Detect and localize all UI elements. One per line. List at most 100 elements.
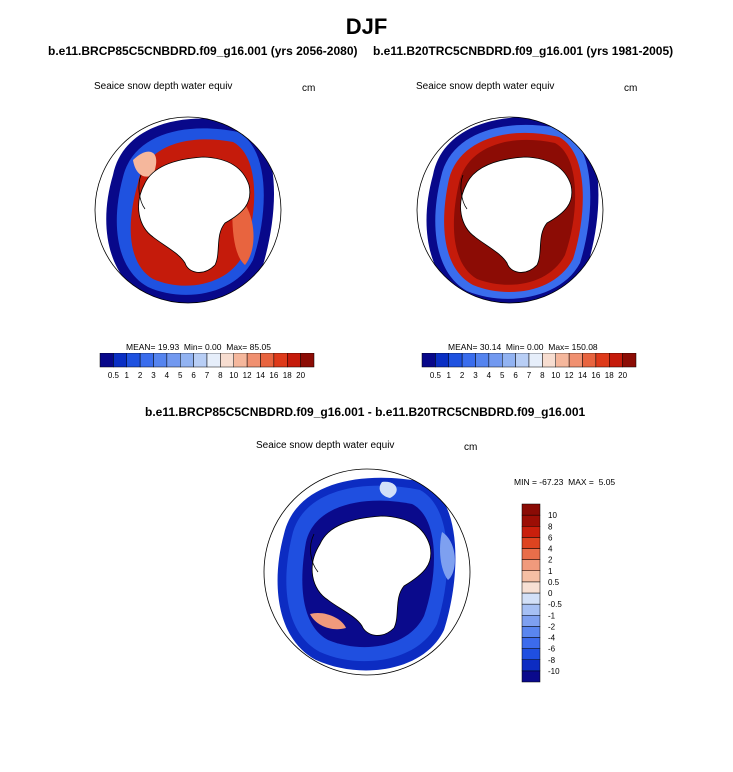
colorbar-tick-label: 3 [151,371,156,380]
panel-future-title: b.e11.BRCP85C5CNBDRD.f09_g16.001 (yrs 20… [48,44,358,58]
page-title: DJF [345,14,388,39]
colorbar-box [521,503,541,516]
colorbar-box [180,353,194,368]
colorbar-tick-label: 8 [218,371,223,380]
panel-difference-map [263,468,471,676]
antarctica [311,515,432,636]
colorbar-tick-label: 18 [605,371,614,380]
colorbar-tick-label: 10 [229,371,238,380]
colorbar-tick-label: -6 [548,645,556,654]
colorbar-box [521,648,541,660]
panel-historical-stats: MEAN= 30.14 Min= 0.00 Max= 150.08 [448,342,598,352]
colorbar-tick-label: 7 [527,371,532,380]
colorbar-tick-label: 7 [205,371,210,380]
colorbar-box [528,353,543,368]
colorbar-tick-label: 6 [513,371,518,380]
colorbar-box [421,353,436,368]
colorbar-tick-label: 10 [548,511,557,520]
colorbar-box [300,353,315,368]
panel-future-map [94,116,282,304]
colorbar-future: 0.5 1 2 3 4 5 6 7 8 10 12 14 16 18 20 [99,353,315,380]
colorbar-box [435,353,449,368]
colorbar-box [206,353,221,368]
panel-difference-title: b.e11.BRCP85C5CNBDRD.f09_g16.001 - b.e11… [145,405,586,419]
colorbar-box [521,670,541,683]
colorbar-tick-label: 2 [460,371,465,380]
colorbar-box [595,353,610,368]
colorbar-box [521,626,541,638]
panel-difference-units: cm [464,442,478,453]
colorbar-tick-label: -4 [548,634,556,643]
colorbar-tick-label: 10 [551,371,560,380]
colorbar-box [139,353,154,368]
colorbar-tick-label: 0 [548,589,553,598]
colorbar-tick-label: 1 [447,371,452,380]
ice-light-patch-2 [133,151,157,177]
colorbar-tick-label: 0.5 [548,578,560,587]
colorbar-tick-label: 12 [565,371,574,380]
colorbar-box [246,353,261,368]
colorbar-box [521,559,541,571]
colorbar-box [568,353,583,368]
colorbar-box [273,353,288,368]
colorbar-box [126,353,141,368]
colorbar-box [582,353,597,368]
colorbar-tick-label: 8 [548,522,553,531]
colorbar-tick-label: 6 [191,371,196,380]
colorbar-tick-label: 14 [578,371,587,380]
colorbar-tick-label: 12 [243,371,252,380]
panel-difference-variable: Seaice snow depth water equiv [256,440,395,451]
colorbar-tick-label: 8 [540,371,545,380]
colorbar-tick-label: -8 [548,656,556,665]
colorbar-tick-label: 2 [548,556,553,565]
colorbar-tick-label: 3 [473,371,478,380]
colorbar-tick-label: 1 [125,371,130,380]
colorbar-box [622,353,637,368]
colorbar-tick-label: 4 [487,371,492,380]
panel-difference-stats: MIN = -67.23 MAX = 5.05 [514,477,616,487]
colorbar-tick-label: 2 [138,371,143,380]
colorbar-box [502,353,516,368]
colorbar-box [260,353,275,368]
colorbar-tick-label: -2 [548,622,556,631]
colorbar-box [521,615,541,627]
colorbar-tick-label: 4 [165,371,170,380]
panel-historical-units: cm [624,83,638,94]
panel-future-units: cm [302,83,316,94]
colorbar-box [521,637,541,649]
panel-future-stats: MEAN= 19.93 Min= 0.00 Max= 85.05 [126,342,271,352]
colorbar-box [521,570,541,583]
colorbar-difference: -10 -8 -6 -4 -2 -1 -0.5 0 0.5 1 2 4 6 8 10 [521,503,562,683]
colorbar-box [521,514,541,527]
colorbar-tick-label: 5 [178,371,183,380]
colorbar-box [521,603,541,616]
colorbar-box [99,353,114,368]
colorbar-tick-label: 0.5 [108,371,120,380]
colorbar-box [521,592,541,605]
colorbar-tick-label: -10 [548,667,560,676]
colorbar-box [193,353,208,368]
colorbar-box [220,353,234,368]
antarctica [460,156,573,273]
colorbar-box [609,353,623,368]
colorbar-box [521,526,541,538]
colorbar-tick-label: 20 [618,371,627,380]
colorbar-box [287,353,301,368]
diff-light-patch-2 [379,481,397,498]
colorbar-historical: 0.5 1 2 3 4 5 6 7 8 10 12 14 16 18 20 [421,353,637,380]
panel-future-variable: Seaice snow depth water equiv [94,81,233,92]
colorbar-tick-label: 1 [548,567,553,576]
colorbar-tick-label: 16 [591,371,600,380]
colorbar-tick-label: 16 [269,371,278,380]
colorbar-box [461,353,476,368]
colorbar-box [233,353,248,368]
colorbar-box [521,581,541,594]
colorbar-box [448,353,463,368]
colorbar-tick-label: 5 [500,371,505,380]
colorbar-tick-label: -1 [548,611,556,620]
colorbar-box [521,548,541,560]
diff-light-patch [440,532,455,580]
colorbar-box [153,353,168,368]
panel-historical-map [416,116,604,304]
colorbar-box [475,353,490,368]
